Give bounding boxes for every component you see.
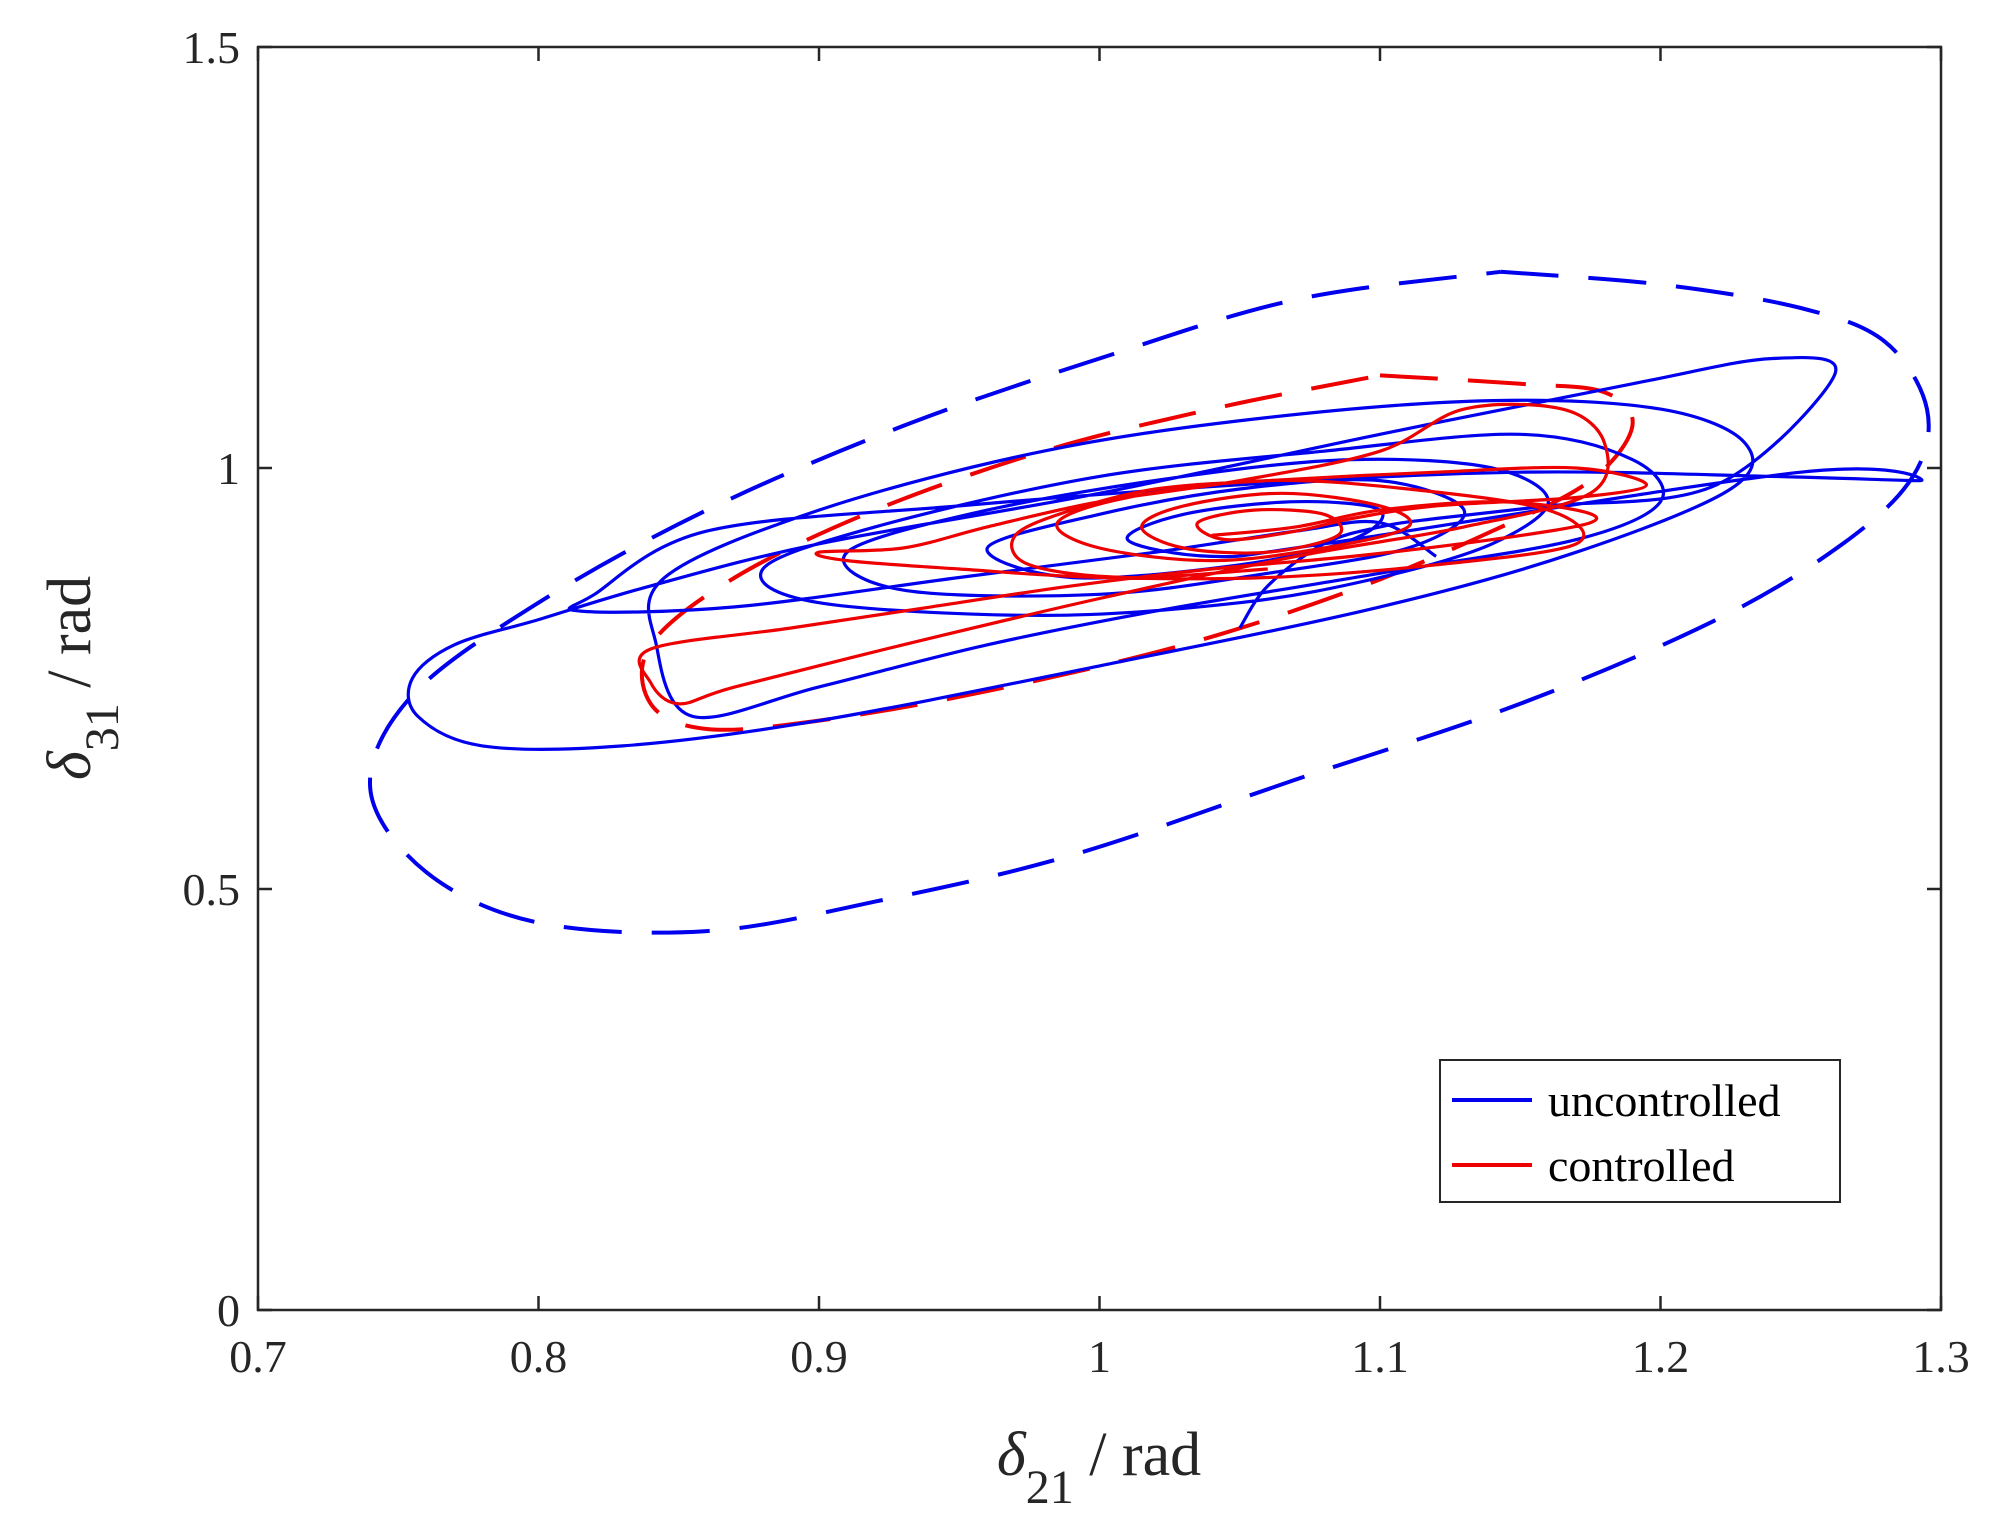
y-tick-label: 0 [217, 1285, 240, 1336]
legend-label-uncontrolled: uncontrolled [1548, 1075, 1781, 1126]
series-line-uncontrolled [406, 355, 1924, 751]
series-line-controlled-boundary [639, 373, 1635, 732]
y-axis-label-symbol: δ [36, 750, 104, 780]
y-tick-label: 0.5 [183, 864, 241, 915]
x-tick-label: 1.1 [1351, 1331, 1409, 1382]
x-axis-label-symbol: δ [997, 1421, 1027, 1489]
x-tick-label: 1.3 [1912, 1331, 1970, 1382]
x-tick-label: 0.7 [229, 1331, 287, 1382]
series-layer [368, 269, 1931, 935]
x-axis-label-subscript: 21 [1026, 1461, 1074, 1514]
y-tick-label: 1.5 [183, 22, 241, 73]
series-line-controlled [637, 402, 1649, 706]
x-tick-label: 0.9 [790, 1331, 848, 1382]
x-tick-label: 0.8 [510, 1331, 568, 1382]
legend: uncontrolled controlled [1439, 1059, 1841, 1203]
y-axis-label-subscript: 31 [76, 703, 129, 751]
x-tick-label: 1.2 [1632, 1331, 1690, 1382]
legend-label-controlled: controlled [1548, 1140, 1735, 1191]
series-line-uncontrolled-boundary [368, 269, 1931, 935]
legend-box [1439, 1059, 1841, 1203]
x-axis-label: δ21 / rad [997, 1421, 1201, 1514]
y-tick-label: 1 [217, 443, 240, 494]
y-axis-label-unit: / rad [36, 576, 104, 703]
y-axis-label: δ31 / rad [36, 576, 129, 780]
x-axis-label-unit: / rad [1074, 1421, 1201, 1489]
x-tick-label: 1 [1088, 1331, 1111, 1382]
ticks-layer: 0.7 0.8 0.9 1 1.1 1.2 1.3 0 0.5 1 1.5 [183, 22, 1970, 1382]
plot-frame [256, 45, 1943, 1312]
